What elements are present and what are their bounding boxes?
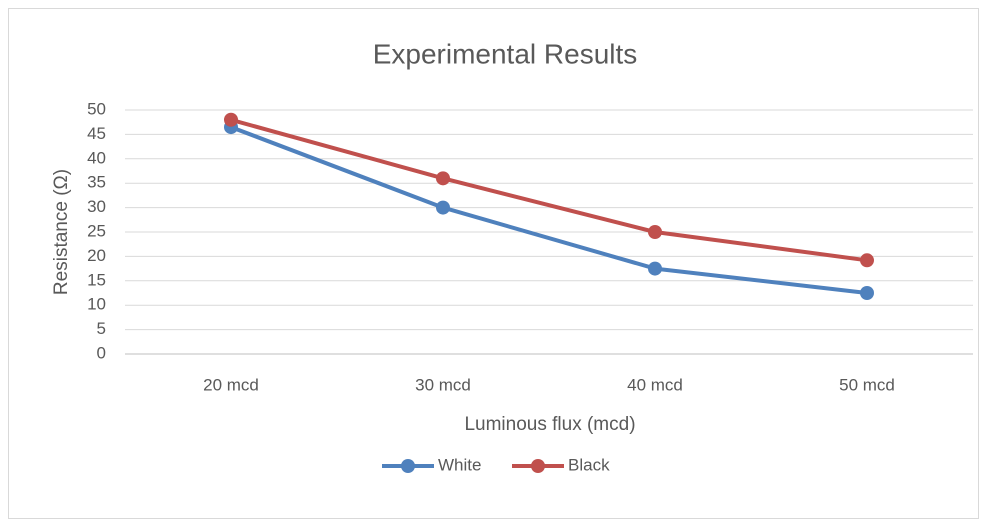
y-tick-label: 35 <box>87 173 106 192</box>
y-tick-label: 10 <box>87 295 106 314</box>
y-tick-label: 50 <box>87 99 106 118</box>
y-tick-label: 45 <box>87 124 106 143</box>
data-point <box>436 171 450 186</box>
data-point <box>436 200 450 215</box>
chart-title: Experimental Results <box>373 38 638 69</box>
data-point <box>648 225 662 239</box>
data-point <box>648 261 662 276</box>
chart-border <box>8 8 979 519</box>
y-tick-label: 5 <box>97 319 106 338</box>
legend-label: Black <box>568 455 610 474</box>
x-axis-label: Luminous flux (mcd) <box>464 414 635 435</box>
legend-marker <box>531 459 545 473</box>
y-tick-label: 30 <box>87 197 106 216</box>
x-tick-label: 20 mcd <box>203 375 259 394</box>
data-point <box>860 286 874 300</box>
x-tick-label: 30 mcd <box>415 375 471 394</box>
y-axis-label: Resistance (Ω) <box>51 169 72 295</box>
data-point <box>224 112 238 127</box>
x-tick-label: 40 mcd <box>627 375 683 394</box>
series-line <box>229 117 869 263</box>
legend-label: White <box>438 455 481 474</box>
y-tick-label: 0 <box>97 343 106 362</box>
data-point <box>860 253 874 268</box>
y-tick-label: 40 <box>87 148 106 167</box>
y-tick-label: 20 <box>87 246 106 265</box>
y-tick-label: 25 <box>87 221 106 240</box>
series-line <box>229 125 869 295</box>
legend-marker <box>401 459 415 473</box>
x-tick-label: 50 mcd <box>839 375 895 394</box>
y-tick-label: 15 <box>87 270 106 289</box>
